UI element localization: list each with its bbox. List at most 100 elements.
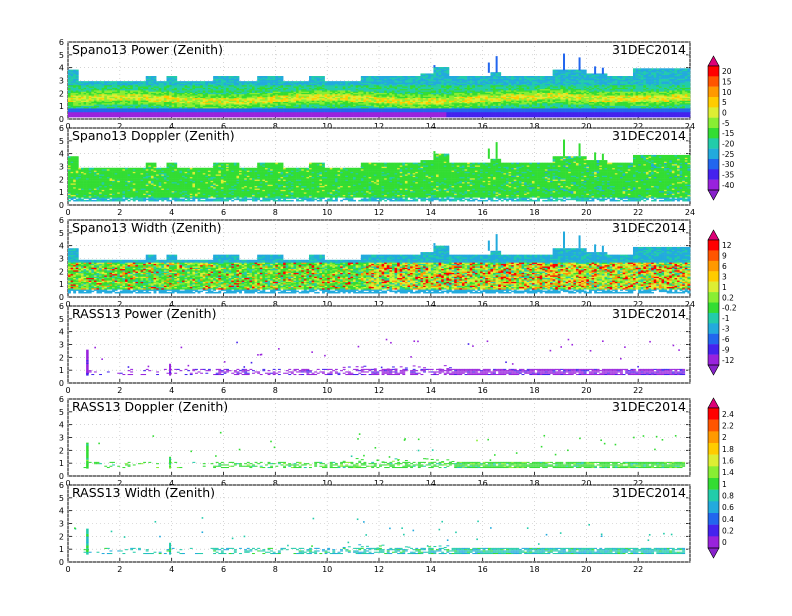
data-cell: [392, 76, 395, 78]
data-cell: [288, 81, 291, 83]
data-cell: [164, 81, 167, 83]
data-cell: [338, 81, 341, 83]
data-cell: [255, 81, 258, 83]
data-cell: [205, 81, 208, 83]
data-cell: [91, 81, 94, 83]
data-cell: [262, 76, 265, 78]
data-cell: [452, 76, 455, 78]
data-cell: [185, 81, 188, 83]
data-cell: [234, 76, 237, 78]
data-cell: [374, 76, 377, 78]
data-cell: [472, 76, 475, 78]
data-cell: [400, 76, 403, 78]
data-cell: [415, 76, 418, 78]
data-cell: [172, 76, 175, 78]
data-cell: [211, 81, 214, 83]
data-cell: [423, 73, 426, 75]
data-cell: [198, 81, 201, 83]
data-cell: [353, 81, 356, 83]
data-cell: [190, 81, 193, 83]
data-cell: [441, 67, 444, 69]
data-cell: [107, 81, 110, 83]
data-cell: [231, 76, 234, 78]
y-tick-label: 0: [59, 115, 64, 124]
data-cell: [275, 76, 278, 78]
data-cell: [317, 76, 320, 78]
data-cell: [242, 81, 245, 83]
data-cell: [312, 76, 315, 78]
data-cell: [431, 73, 434, 75]
data-cell: [350, 81, 353, 83]
data-cell: [268, 76, 271, 78]
data-cell: [84, 81, 87, 83]
data-cell: [322, 76, 325, 78]
data-cell: [379, 76, 382, 78]
data-cell: [182, 81, 185, 83]
data-cell: [327, 81, 330, 83]
data-cell: [97, 81, 100, 83]
data-cell: [148, 76, 151, 78]
data-cell: [252, 81, 255, 83]
y-tick-label: 2: [59, 89, 64, 98]
data-cell: [278, 76, 281, 78]
data-cell: [187, 81, 190, 83]
data-cell: [244, 81, 247, 83]
data-cell: [81, 81, 84, 83]
data-cell: [128, 81, 131, 83]
data-cell: [141, 81, 144, 83]
data-cell: [213, 76, 216, 78]
data-cell: [418, 76, 421, 78]
data-cell: [177, 81, 180, 83]
data-cell: [384, 76, 387, 78]
data-cell: [239, 81, 242, 83]
data-cell: [371, 76, 374, 78]
data-cell: [475, 76, 478, 78]
data-cell: [467, 76, 470, 78]
data-cell: [444, 67, 447, 69]
data-cell: [428, 73, 431, 75]
panel-date: 31DEC2014: [612, 42, 686, 57]
data-cell: [143, 81, 146, 83]
data-cell: [78, 81, 81, 83]
data-cell: [413, 76, 416, 78]
data-cell: [420, 73, 423, 75]
data-cell: [117, 81, 120, 83]
data-cell: [439, 67, 442, 69]
data-cell: [125, 81, 128, 83]
data-cell: [408, 76, 411, 78]
data-cell: [192, 81, 195, 83]
data-cell: [426, 73, 429, 75]
data-cell: [208, 81, 211, 83]
data-cell: [343, 81, 346, 83]
data-cell: [71, 70, 74, 72]
data-cell: [459, 76, 462, 78]
data-cell: [465, 76, 468, 78]
data-cell: [236, 76, 239, 78]
data-cell: [260, 76, 263, 78]
data-cell: [358, 81, 361, 83]
data-cell: [273, 76, 276, 78]
data-cell: [477, 76, 480, 78]
data-cell: [94, 81, 97, 83]
data-cell: [366, 76, 369, 78]
data-cell: [446, 67, 449, 69]
data-cell: [76, 70, 79, 72]
data-cell: [195, 81, 198, 83]
data-cell: [154, 76, 157, 78]
data-cell: [449, 76, 452, 78]
y-tick-label: 5: [59, 51, 64, 60]
data-cell: [369, 76, 372, 78]
data-cell: [363, 76, 366, 78]
data-cell: [340, 81, 343, 83]
data-cell: [130, 81, 133, 83]
data-cell: [309, 76, 312, 78]
data-cell: [389, 76, 392, 78]
data-cell: [203, 81, 206, 83]
y-tick-label: 4: [59, 64, 64, 73]
data-cell: [376, 76, 379, 78]
data-cell: [405, 76, 408, 78]
data-cell: [296, 81, 299, 83]
data-cell: [135, 81, 138, 83]
data-cell: [109, 81, 112, 83]
